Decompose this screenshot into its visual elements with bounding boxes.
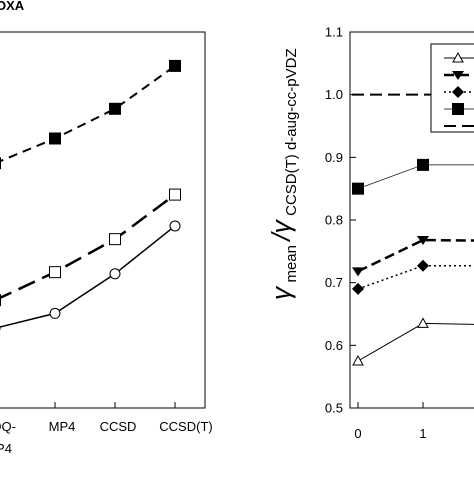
y-axis-label-gamma: γ [266,285,296,300]
left-x-tick-label: DQ- [0,419,16,434]
right-y-ticks: 0.5 0.6 0.7 0.8 0.9 1.0 1.1 [325,25,356,416]
left-series-point [0,294,1,307]
left-series-point [109,233,121,246]
left-series-point [169,59,181,72]
right-y-tick-label: 1.0 [325,87,343,102]
right-series-point [352,182,364,195]
legend [430,43,474,133]
left-marks [0,59,181,331]
y-axis-label: γ mean /γ CCSD(T) d-aug-cc-pVDZ [266,48,300,300]
right-y-tick-label: 0.6 [325,338,343,353]
right-series-point [417,259,429,272]
right-series-line [357,238,474,273]
left-panel: OXA DQ- P4 MP4 CCSD CCSD(T) [0,0,213,456]
legend-marker [452,51,464,63]
right-series-line [357,322,474,362]
right-series-point [352,267,364,277]
left-x-tick-label: MP4 [49,419,76,434]
left-x-tick-label: CCSD [100,419,137,434]
legend-marker [452,103,464,115]
legend-marker [452,71,464,80]
left-series-point [109,268,121,280]
right-series-point [417,236,429,246]
right-series-point [352,354,364,366]
y-axis-label-ref: CCSD(T) d-aug-cc-pVDZ [283,48,300,216]
left-series-point [0,157,1,170]
left-plot-frame [0,31,206,409]
right-series-line [357,164,474,189]
left-x-ticks: DQ- P4 MP4 CCSD CCSD(T) [0,402,213,456]
left-series-point [49,132,61,145]
left-series-point [169,188,181,201]
left-series-point [109,102,121,115]
right-y-tick-label: 1.1 [325,25,343,40]
right-series-point [417,158,429,171]
right-plot-frame [349,31,474,409]
left-series-line [0,65,176,163]
legend-box [430,43,474,133]
left-series-line [0,193,176,300]
right-x-tick-label: 1 [419,426,426,441]
left-x-tick-label: P4 [0,441,12,456]
right-series-line [357,264,474,290]
left-series-point [169,220,181,232]
y-axis-label-divider: /γ [266,218,296,242]
y-axis-label-mean: mean [283,245,300,283]
panel-label: OXA [0,0,25,13]
right-y-tick-label: 0.7 [325,275,343,290]
right-x-tick-label: 0 [354,426,361,441]
left-x-tick-label: CCSD(T) [159,419,212,434]
right-y-tick-label: 0.5 [325,401,343,416]
right-y-tick-label: 0.9 [325,150,343,165]
left-series-point [49,307,61,319]
right-y-tick-label: 0.8 [325,213,343,228]
right-marks [352,93,474,366]
legend-marker [452,86,464,98]
left-series-point [49,266,61,279]
right-series-point [417,317,429,328]
right-series-point [352,282,364,295]
legend-items [444,51,474,127]
left-series-line [0,225,176,328]
